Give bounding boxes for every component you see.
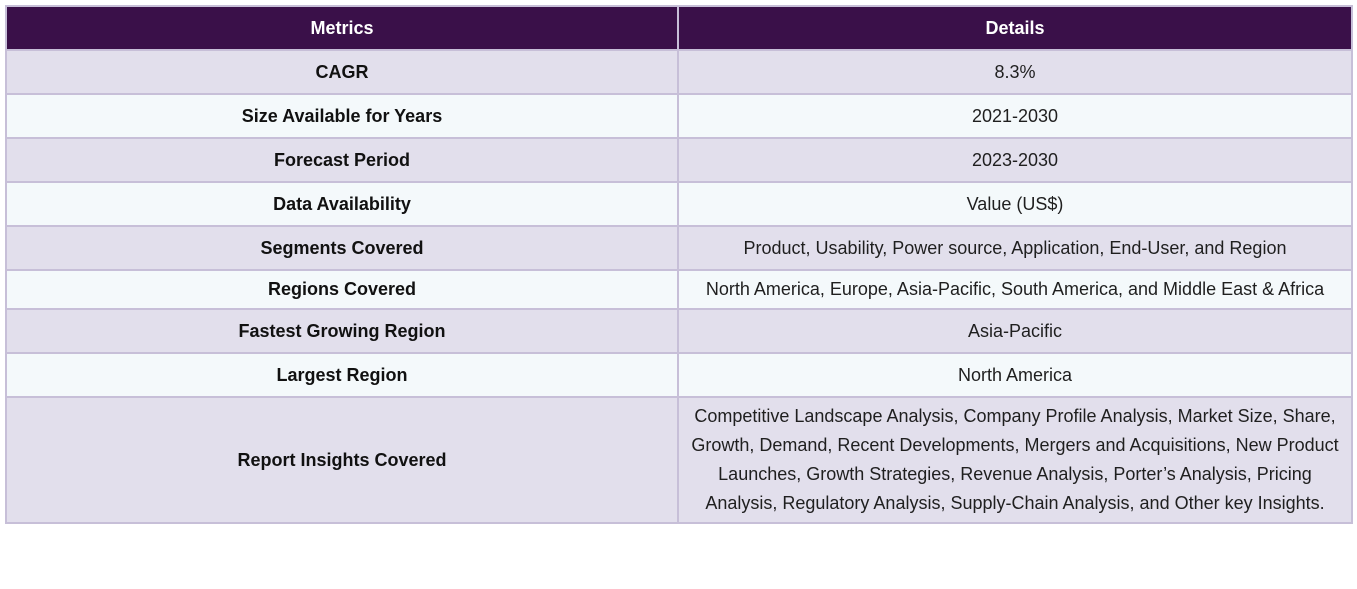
table-row: Largest Region North America	[5, 352, 1353, 398]
details-cell: Competitive Landscape Analysis, Company …	[677, 396, 1353, 524]
table-row: Report Insights Covered Competitive Land…	[5, 396, 1353, 524]
header-metrics: Metrics	[5, 5, 679, 51]
metric-cell: Forecast Period	[5, 137, 679, 183]
metric-cell: CAGR	[5, 49, 679, 95]
details-cell: Product, Usability, Power source, Applic…	[677, 225, 1353, 271]
table-row: Fastest Growing Region Asia-Pacific	[5, 308, 1353, 354]
details-cell: 8.3%	[677, 49, 1353, 95]
metric-cell: Largest Region	[5, 352, 679, 398]
metric-cell: Report Insights Covered	[5, 396, 679, 524]
table-row: Segments Covered Product, Usability, Pow…	[5, 225, 1353, 271]
report-metrics-table: Metrics Details CAGR 8.3% Size Available…	[5, 5, 1353, 524]
table-row: Regions Covered North America, Europe, A…	[5, 269, 1353, 310]
details-cell: North America	[677, 352, 1353, 398]
table-header-row: Metrics Details	[5, 5, 1353, 51]
details-cell: Value (US$)	[677, 181, 1353, 227]
table-row: Size Available for Years 2021-2030	[5, 93, 1353, 139]
metric-cell: Regions Covered	[5, 269, 679, 310]
details-cell: Asia-Pacific	[677, 308, 1353, 354]
details-cell: North America, Europe, Asia-Pacific, Sou…	[677, 269, 1353, 310]
metric-cell: Size Available for Years	[5, 93, 679, 139]
table-row: Forecast Period 2023-2030	[5, 137, 1353, 183]
table-row: Data Availability Value (US$)	[5, 181, 1353, 227]
details-cell: 2023-2030	[677, 137, 1353, 183]
metric-cell: Data Availability	[5, 181, 679, 227]
header-details: Details	[677, 5, 1353, 51]
report-metrics-table-container: Metrics Details CAGR 8.3% Size Available…	[5, 5, 1353, 524]
details-cell: 2021-2030	[677, 93, 1353, 139]
metric-cell: Segments Covered	[5, 225, 679, 271]
table-row: CAGR 8.3%	[5, 49, 1353, 95]
metric-cell: Fastest Growing Region	[5, 308, 679, 354]
